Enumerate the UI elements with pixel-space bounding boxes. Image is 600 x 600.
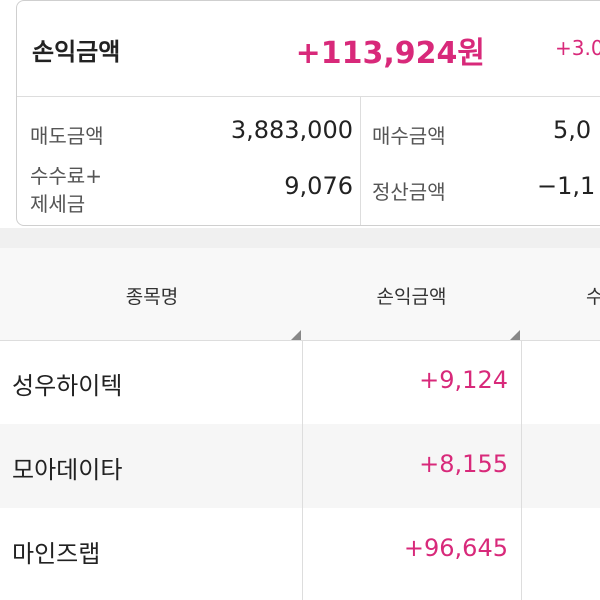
stock-name: 모아데이타 bbox=[12, 456, 123, 484]
cell-value: 9,076 bbox=[284, 172, 353, 200]
summary-label: 손익금액 bbox=[32, 38, 121, 66]
label-line: 제세금 bbox=[30, 192, 86, 216]
divider bbox=[17, 96, 600, 97]
cell-label: 매도금액 bbox=[30, 124, 104, 148]
label-line: 수수료+ bbox=[30, 164, 102, 188]
cell-label: 수수료+ 제세금 bbox=[30, 162, 102, 218]
col-divider bbox=[302, 340, 303, 600]
cell-value: −1,1 bbox=[537, 172, 596, 200]
stock-name: 마인즈랩 bbox=[12, 540, 101, 568]
header-cell[interactable]: 손익금액 bbox=[376, 286, 447, 308]
table-header bbox=[0, 248, 600, 341]
cell-label: 정산금액 bbox=[372, 180, 446, 204]
cell-value: 5,0 bbox=[553, 116, 592, 144]
cell-value: 3,883,000 bbox=[230, 116, 353, 144]
summary-value: +113,924원 bbox=[295, 36, 485, 71]
profit-value: +9,124 bbox=[419, 366, 508, 394]
summary-box bbox=[16, 0, 600, 226]
gap bbox=[0, 228, 600, 248]
col-divider bbox=[521, 340, 522, 600]
profit-value: +8,155 bbox=[419, 450, 508, 478]
sort-icon bbox=[291, 330, 301, 340]
cell-label: 매수금액 bbox=[372, 124, 446, 148]
stock-name: 성우하이텍 bbox=[12, 372, 123, 400]
summary-rate: +3.0 bbox=[555, 36, 600, 60]
row-stripe bbox=[0, 424, 600, 508]
profit-value: +96,645 bbox=[403, 534, 508, 562]
header-cell[interactable]: 수 bbox=[586, 286, 600, 308]
sort-icon bbox=[510, 330, 520, 340]
divider bbox=[360, 97, 361, 225]
header-cell[interactable]: 종목명 bbox=[125, 286, 179, 308]
